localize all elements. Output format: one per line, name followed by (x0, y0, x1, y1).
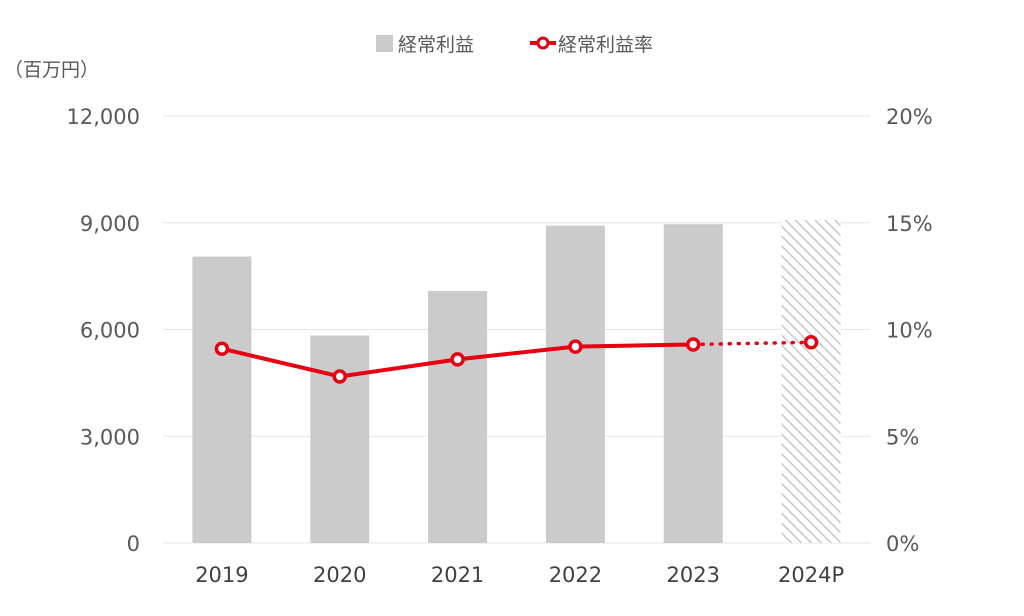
x-axis-ticks: 2019 2020 2021 2022 2023 2024P (195, 563, 844, 587)
line-segment-forecast (691, 340, 813, 347)
bar (428, 291, 488, 543)
left-tick-label: 9,000 (80, 212, 140, 236)
legend-bar-label: 経常利益 (398, 34, 474, 56)
gridlines (163, 115, 870, 544)
right-tick-label: 10% (886, 319, 933, 343)
right-tick-label: 15% (886, 212, 933, 236)
bar-forecast (781, 219, 841, 544)
bar (663, 224, 723, 543)
x-tick-label: 2019 (195, 563, 248, 587)
right-axis-ticks: 0% 5% 10% 15% 20% (886, 105, 933, 556)
line-segment (219, 346, 342, 379)
x-tick-label: 2021 (431, 563, 484, 587)
line-point (450, 352, 465, 367)
line-segment (337, 357, 460, 379)
left-tick-label: 6,000 (80, 319, 140, 343)
line-point (803, 335, 819, 350)
bar (310, 335, 370, 543)
bar-series (192, 219, 841, 544)
legend-line-marker (536, 36, 550, 50)
right-tick-label: 5% (886, 425, 919, 449)
left-tick-label: 12,000 (67, 105, 140, 129)
line-segment (573, 342, 696, 349)
legend: 経常利益 経常利益率 (376, 34, 653, 56)
line-point (214, 341, 230, 356)
bar (545, 225, 605, 543)
left-axis-ticks: 0 3,000 6,000 9,000 12,000 (67, 105, 140, 556)
bar (192, 256, 252, 543)
x-tick-label: 2020 (313, 563, 366, 587)
right-tick-label: 0% (886, 532, 919, 556)
left-tick-label: 0 (127, 532, 140, 556)
left-tick-label: 3,000 (80, 425, 140, 449)
right-tick-label: 20% (886, 105, 933, 129)
y-unit-label: （百万円） (4, 59, 99, 81)
legend-line-label: 経常利益率 (558, 34, 653, 56)
line-segment (455, 344, 578, 362)
x-tick-label: 2024P (778, 563, 844, 587)
line-point (568, 339, 583, 354)
line-point (332, 369, 347, 384)
line-series (214, 335, 819, 384)
x-tick-label: 2022 (549, 563, 602, 587)
line-point (686, 337, 701, 352)
x-tick-label: 2023 (667, 563, 720, 587)
legend-bar-swatch (376, 35, 393, 52)
